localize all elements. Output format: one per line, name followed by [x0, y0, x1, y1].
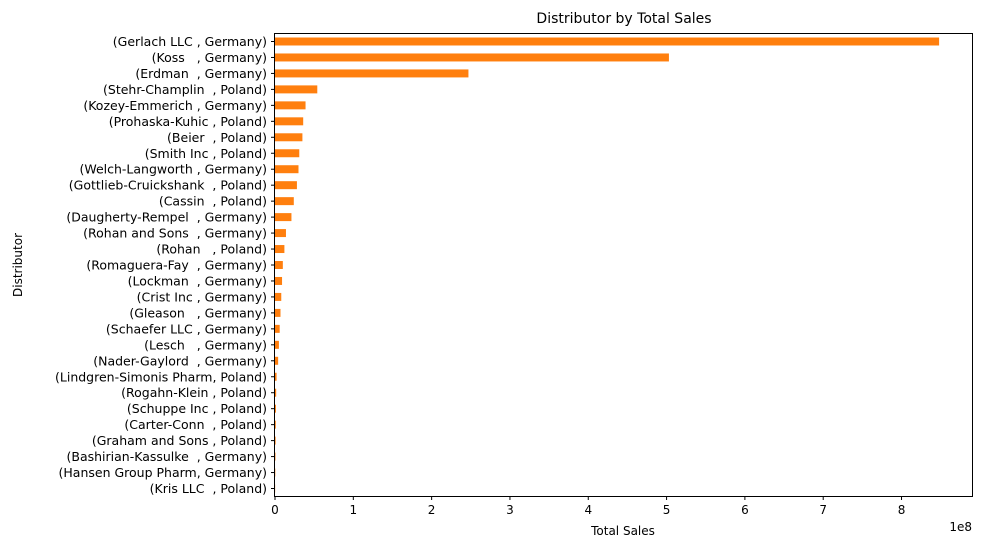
- bar-12: [275, 229, 286, 238]
- bar-2: [275, 69, 469, 78]
- y-tick-label-2: (Erdman , Germany): [135, 66, 267, 81]
- y-tick-label-0: (Gerlach LLC , Germany): [113, 34, 267, 49]
- bar-21: [275, 372, 277, 381]
- bar-20: [275, 356, 279, 365]
- y-tick-label-24: (Carter-Conn , Poland): [124, 417, 267, 432]
- bar-8: [275, 165, 299, 174]
- x-tick-label-0: 0: [271, 503, 279, 517]
- bar-22: [275, 388, 277, 397]
- y-tick-label-10: (Cassin , Poland): [159, 194, 267, 209]
- x-tick-label-5: 5: [663, 503, 671, 517]
- y-tick-label-4: (Kozey-Emmerich , Germany): [83, 98, 267, 113]
- y-tick-label-5: (Prohaska-Kuhic , Poland): [109, 114, 267, 129]
- bar-24: [275, 420, 276, 429]
- x-tick-label-8: 8: [898, 503, 906, 517]
- y-tick-label-9: (Gottlieb-Cruickshank , Poland): [69, 178, 267, 193]
- y-tick-label-7: (Smith Inc , Poland): [145, 146, 267, 161]
- y-tick-label-11: (Daugherty-Rempel , Germany): [66, 210, 267, 225]
- y-tick-label-23: (Schuppe Inc , Poland): [127, 401, 267, 416]
- y-tick-label-12: (Rohan and Sons , Germany): [83, 226, 267, 241]
- bar-18: [275, 324, 280, 333]
- y-tick-label-3: (Stehr-Champlin , Poland): [103, 82, 267, 97]
- y-tick-label-19: (Lesch , Germany): [144, 337, 267, 352]
- bar-14: [275, 261, 283, 269]
- bar-16: [275, 292, 282, 301]
- y-tick-label-17: (Gleason , Germany): [129, 305, 267, 320]
- y-tick-label-22: (Rogahn-Klein , Poland): [121, 385, 267, 400]
- bar-9: [275, 181, 297, 190]
- y-tick-label-28: (Kris LLC , Poland): [150, 481, 267, 496]
- plot-frame: [274, 33, 973, 497]
- y-tick-label-26: (Bashirian-Kassulke , Germany): [67, 449, 268, 464]
- bar-3: [275, 85, 318, 94]
- bar-7: [275, 149, 300, 158]
- x-scale-label: 1e8: [949, 520, 972, 534]
- bar-11: [275, 213, 292, 222]
- y-axis-label: Distributor: [11, 233, 25, 297]
- x-tick-label-1: 1: [349, 503, 357, 517]
- bar-25: [275, 436, 276, 445]
- y-tick-label-20: (Nader-Gaylord , Germany): [93, 353, 267, 368]
- bar-1: [275, 53, 669, 62]
- bar-19: [275, 340, 279, 349]
- x-tick-label-7: 7: [819, 503, 827, 517]
- x-tick-label-4: 4: [584, 503, 592, 517]
- bar-5: [275, 117, 304, 126]
- x-tick-label-3: 3: [506, 503, 514, 517]
- y-tick-label-8: (Welch-Langworth , Germany): [79, 162, 267, 177]
- x-axis-label: Total Sales: [590, 524, 655, 538]
- y-tick-label-15: (Lockman , Germany): [128, 273, 267, 288]
- y-tick-label-1: (Koss , Germany): [152, 50, 267, 65]
- y-tick-label-6: (Beier , Poland): [167, 130, 267, 145]
- y-tick-label-16: (Crist Inc , Germany): [137, 289, 267, 304]
- y-tick-label-13: (Rohan , Poland): [156, 242, 267, 257]
- x-tick-label-2: 2: [428, 503, 436, 517]
- x-tick-label-6: 6: [741, 503, 749, 517]
- y-tick-label-21: (Lindgren-Simonis Pharm, Poland): [55, 369, 267, 384]
- y-tick-labels: (Gerlach LLC , Germany)(Koss , Germany)(…: [55, 34, 275, 496]
- y-tick-label-27: (Hansen Group Pharm, Germany): [59, 465, 267, 480]
- bar-10: [275, 197, 294, 206]
- bar-0: [275, 37, 940, 46]
- y-tick-label-14: (Romaguera-Fay , Germany): [86, 258, 267, 273]
- chart-title: Distributor by Total Sales: [536, 11, 711, 27]
- bar-4: [275, 101, 306, 110]
- y-tick-label-18: (Schaefer LLC , Germany): [106, 321, 267, 336]
- bars-group: [275, 37, 940, 493]
- bar-15: [275, 276, 283, 285]
- bar-6: [275, 133, 303, 142]
- y-tick-label-25: (Graham and Sons , Poland): [92, 433, 267, 448]
- x-ticks: 0 1 2 3 4 5 6 7 8: [271, 496, 905, 517]
- bar-23: [275, 404, 276, 413]
- bar-17: [275, 308, 281, 317]
- bar-13: [275, 245, 285, 254]
